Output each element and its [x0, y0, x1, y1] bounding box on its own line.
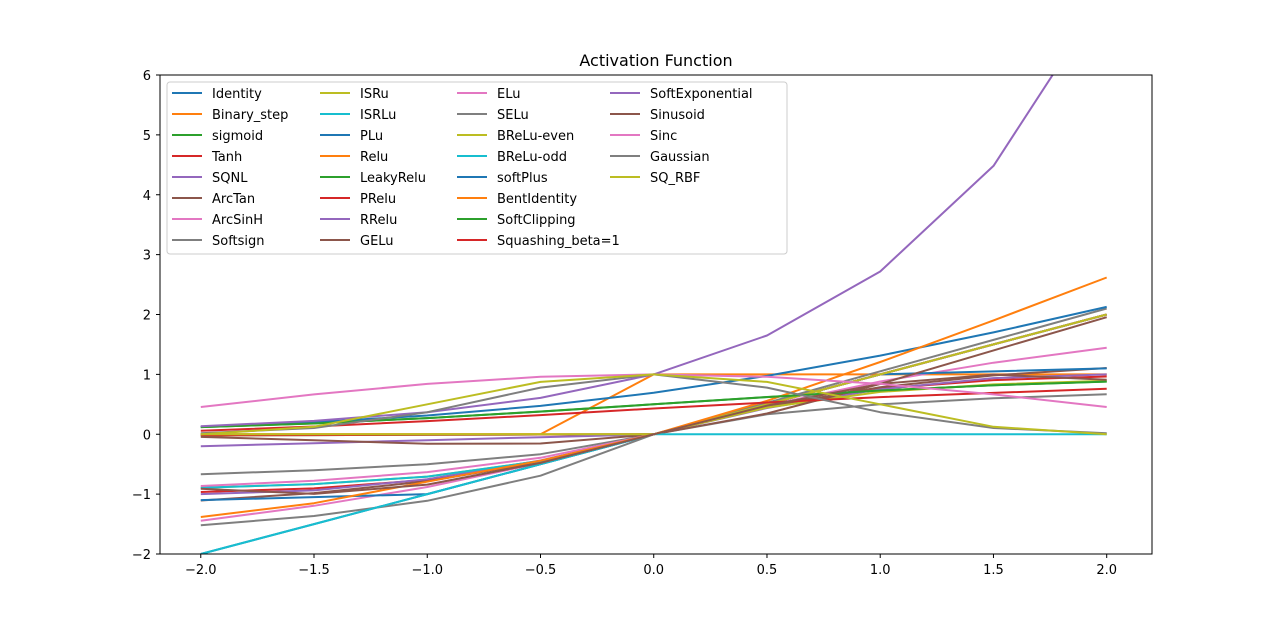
legend-label: Binary_step [212, 108, 288, 123]
x-tick-label: −1.0 [411, 563, 443, 578]
legend-label: BReLu-even [497, 129, 574, 144]
legend-item: ArcTan [172, 192, 255, 207]
y-tick-label: −1 [132, 488, 151, 503]
series-line-isrlu [200, 313, 1107, 489]
legend-item: LeakyRelu [320, 171, 426, 186]
legend-label: SoftClipping [497, 213, 576, 228]
legend-item: BReLu-even [457, 129, 574, 144]
x-tick-label: 0.5 [757, 563, 778, 578]
legend-item: SoftExponential [610, 87, 753, 102]
y-tick-label: 1 [143, 368, 151, 383]
legend-item: SQNL [172, 171, 248, 186]
y-tick-label: 4 [143, 189, 151, 204]
x-tick-label: 1.0 [870, 563, 891, 578]
series-line-softclipping [200, 380, 1107, 429]
series-line-sinusoid [200, 373, 1107, 495]
legend-label: SQNL [212, 171, 248, 186]
legend-label: BentIdentity [497, 192, 577, 207]
legend-label: SQ_RBF [650, 171, 700, 186]
y-tick-label: 6 [143, 69, 151, 84]
y-tick-label: 3 [143, 249, 151, 264]
legend-label: Tanh [211, 150, 242, 165]
legend-item: PLu [320, 129, 383, 144]
series-line-sinc [200, 373, 1107, 408]
legend-item: Sinusoid [610, 108, 705, 123]
legend-label: LeakyRelu [360, 171, 426, 186]
legend-item: sigmoid [172, 129, 263, 144]
x-axis: −2.0 −1.5 −1.0 −0.5 0.0 0.5 1.0 1.5 2.0 [185, 554, 1117, 578]
legend-item: SoftClipping [457, 213, 576, 228]
x-tick-label: −0.5 [525, 563, 557, 578]
y-tick-label: 5 [143, 129, 151, 144]
series-line-brelu-odd [200, 433, 1107, 554]
legend-label: GELu [360, 234, 394, 249]
legend-item: softPlus [457, 171, 548, 186]
legend-item: Identity [172, 87, 262, 102]
x-tick-label: 2.0 [1096, 563, 1117, 578]
legend-item: SQ_RBF [610, 171, 700, 186]
legend-item: ELu [457, 87, 520, 102]
legend-item: Squashing_beta=1 [457, 234, 620, 249]
legend-box [166, 81, 788, 255]
legend-label: ArcTan [212, 192, 255, 207]
legend-item: ArcSinH [172, 213, 263, 228]
legend-item: Relu [320, 150, 388, 165]
legend-item: Tanh [172, 150, 242, 165]
legend-label: Relu [360, 150, 388, 165]
chart-title: Activation Function [579, 51, 732, 70]
x-tick-label: 1.5 [983, 563, 1004, 578]
legend-item: BReLu-odd [457, 150, 567, 165]
series-line-bentidentity [200, 276, 1108, 518]
legend-label: PLu [360, 129, 383, 144]
legend-label: Softsign [212, 234, 265, 249]
legend-item: PRelu [320, 192, 396, 207]
legend-item: Softsign [172, 234, 265, 249]
x-tick-label: −1.5 [298, 563, 330, 578]
legend-item: RRelu [320, 213, 397, 228]
legend-item: BentIdentity [457, 192, 577, 207]
legend-label: Squashing_beta=1 [497, 234, 620, 249]
legend-item: Binary_step [172, 108, 288, 123]
legend-item: SELu [457, 108, 529, 123]
legend-label: ISRu [360, 87, 389, 102]
y-tick-label: 2 [143, 309, 151, 324]
legend-label: Sinc [650, 129, 677, 144]
legend-item: Gaussian [610, 150, 710, 165]
series-line-sq-rbf [200, 373, 1107, 436]
series-group [200, 75, 1108, 554]
legend-label: ISRLu [360, 108, 396, 123]
legend-item: GELu [320, 234, 394, 249]
legend-label: sigmoid [212, 129, 263, 144]
legend-label: BReLu-odd [497, 150, 567, 165]
x-tick-label: −2.0 [185, 563, 217, 578]
legend-label: RRelu [360, 213, 397, 228]
y-tick-label: 0 [143, 428, 151, 443]
y-tick-label: −2 [132, 548, 151, 563]
legend-label: PRelu [360, 192, 396, 207]
legend-label: Gaussian [650, 150, 710, 165]
legend-label: SoftExponential [650, 87, 753, 102]
legend-label: Sinusoid [650, 108, 705, 123]
y-axis: −2 −1 0 1 2 3 4 5 6 [132, 69, 160, 563]
x-tick-label: 0.0 [643, 563, 664, 578]
legend-item: ISRLu [320, 108, 396, 123]
series-line-squashing-beta-1 [200, 387, 1107, 432]
legend-label: softPlus [497, 171, 548, 186]
legend-label: Identity [212, 87, 262, 102]
legend-item: Sinc [610, 129, 677, 144]
legend-label: ELu [497, 87, 520, 102]
legend-item: ISRu [320, 87, 389, 102]
legend-label: SELu [497, 108, 529, 123]
legend-label: ArcSinH [212, 213, 263, 228]
